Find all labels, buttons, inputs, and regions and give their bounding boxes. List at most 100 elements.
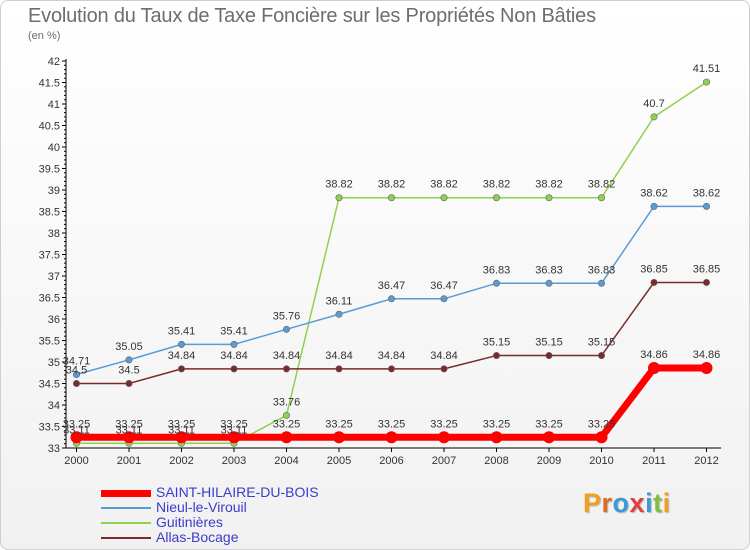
data-point bbox=[595, 431, 608, 444]
y-tick-label: 35 bbox=[48, 357, 60, 369]
data-point bbox=[70, 431, 83, 444]
data-point bbox=[230, 365, 238, 373]
data-label: 36.85 bbox=[640, 263, 668, 275]
data-label: 35.41 bbox=[220, 325, 248, 337]
data-point bbox=[178, 365, 186, 373]
data-point bbox=[333, 431, 345, 444]
data-point bbox=[440, 194, 448, 202]
data-point bbox=[545, 279, 553, 287]
data-point bbox=[387, 194, 395, 202]
data-point bbox=[648, 362, 660, 375]
data-point bbox=[282, 325, 290, 333]
data-point bbox=[178, 340, 186, 348]
data-point bbox=[702, 78, 710, 86]
data-point bbox=[230, 340, 238, 348]
data-point bbox=[280, 431, 293, 444]
data-label: 35.05 bbox=[115, 341, 143, 353]
data-label: 34.5 bbox=[118, 365, 139, 377]
data-label: 34.5 bbox=[66, 365, 87, 377]
y-tick-label: 39 bbox=[48, 185, 60, 197]
data-label: 38.62 bbox=[640, 187, 668, 199]
data-label: 38.82 bbox=[588, 179, 616, 191]
x-tick-label: 2012 bbox=[694, 455, 718, 467]
data-label: 33.25 bbox=[483, 418, 511, 430]
logo-letter: t bbox=[653, 488, 663, 518]
legend-label: Guitinières bbox=[156, 514, 223, 530]
data-label: 33.11 bbox=[116, 424, 143, 436]
data-point bbox=[387, 365, 395, 373]
legend-label: Allas-Bocage bbox=[156, 529, 239, 545]
data-point bbox=[282, 411, 290, 419]
data-label: 34.84 bbox=[430, 350, 458, 362]
y-tick-label: 36 bbox=[48, 314, 60, 326]
data-point bbox=[597, 194, 605, 202]
data-label: 34.84 bbox=[378, 350, 406, 362]
data-label: 33.25 bbox=[63, 418, 91, 430]
data-point bbox=[335, 310, 343, 318]
data-point bbox=[545, 194, 553, 202]
y-tick-label: 33.5 bbox=[39, 422, 60, 434]
data-label: 33.25 bbox=[325, 418, 353, 430]
legend-swatch bbox=[101, 522, 151, 524]
data-label: 34.86 bbox=[693, 349, 721, 361]
data-label: 38.82 bbox=[325, 179, 353, 191]
data-label: 33.25 bbox=[378, 418, 406, 430]
logo-letter: i bbox=[645, 488, 654, 518]
logo-letter: o bbox=[612, 488, 630, 518]
legend-swatch bbox=[101, 537, 151, 539]
data-label: 33.25 bbox=[430, 418, 458, 430]
chart-subtitle: (en %) bbox=[28, 30, 61, 42]
legend-swatch bbox=[101, 507, 151, 509]
data-label: 33.11 bbox=[168, 424, 195, 436]
data-label: 34.84 bbox=[220, 350, 248, 362]
x-tick-label: 2003 bbox=[222, 455, 246, 467]
data-label: 38.62 bbox=[693, 187, 721, 199]
data-point bbox=[125, 379, 133, 387]
proxiti-logo: Proxiti bbox=[583, 488, 671, 519]
data-point bbox=[700, 362, 713, 375]
data-label: 33.25 bbox=[220, 418, 248, 430]
y-tick-label: 33 bbox=[48, 443, 60, 455]
data-label: 36.47 bbox=[430, 280, 458, 292]
data-label: 36.47 bbox=[378, 280, 406, 292]
x-tick-label: 2001 bbox=[117, 455, 141, 467]
x-tick-label: 2007 bbox=[432, 455, 456, 467]
x-tick-label: 2004 bbox=[274, 455, 298, 467]
data-label: 34.86 bbox=[640, 349, 668, 361]
x-tick-label: 2011 bbox=[642, 455, 666, 467]
data-label: 40.7 bbox=[643, 98, 664, 110]
data-point bbox=[597, 352, 605, 360]
data-point bbox=[597, 279, 605, 287]
x-tick-label: 2005 bbox=[327, 455, 351, 467]
data-point bbox=[650, 202, 658, 210]
data-label: 34.84 bbox=[168, 350, 196, 362]
data-label: 33.76 bbox=[273, 396, 301, 408]
data-point bbox=[73, 379, 81, 387]
data-label: 36.83 bbox=[535, 264, 563, 276]
legend-label: Nieul-le-Virouil bbox=[156, 499, 247, 515]
data-label: 35.15 bbox=[588, 337, 616, 349]
x-tick-label: 2010 bbox=[589, 455, 613, 467]
y-tick-label: 38.5 bbox=[39, 207, 60, 219]
data-point bbox=[492, 352, 500, 360]
x-tick-label: 2008 bbox=[484, 455, 508, 467]
y-tick-label: 36.5 bbox=[39, 293, 60, 305]
data-point bbox=[228, 431, 240, 444]
data-label: 33.11 bbox=[221, 424, 248, 436]
legend-swatch bbox=[101, 489, 151, 497]
data-label: 38.82 bbox=[430, 179, 458, 191]
data-label: 34.84 bbox=[273, 350, 301, 362]
y-tick-label: 37 bbox=[48, 271, 60, 283]
logo-letter: i bbox=[662, 488, 671, 518]
data-label: 33.25 bbox=[588, 418, 616, 430]
x-tick-label: 2006 bbox=[379, 455, 403, 467]
data-label: 36.11 bbox=[326, 295, 353, 307]
data-point bbox=[650, 278, 658, 286]
data-point bbox=[702, 278, 710, 286]
data-label: 36.85 bbox=[693, 263, 721, 275]
x-tick-label: 2009 bbox=[537, 455, 561, 467]
y-tick-label: 34 bbox=[48, 400, 60, 412]
data-point bbox=[73, 370, 81, 378]
data-point bbox=[438, 431, 450, 444]
